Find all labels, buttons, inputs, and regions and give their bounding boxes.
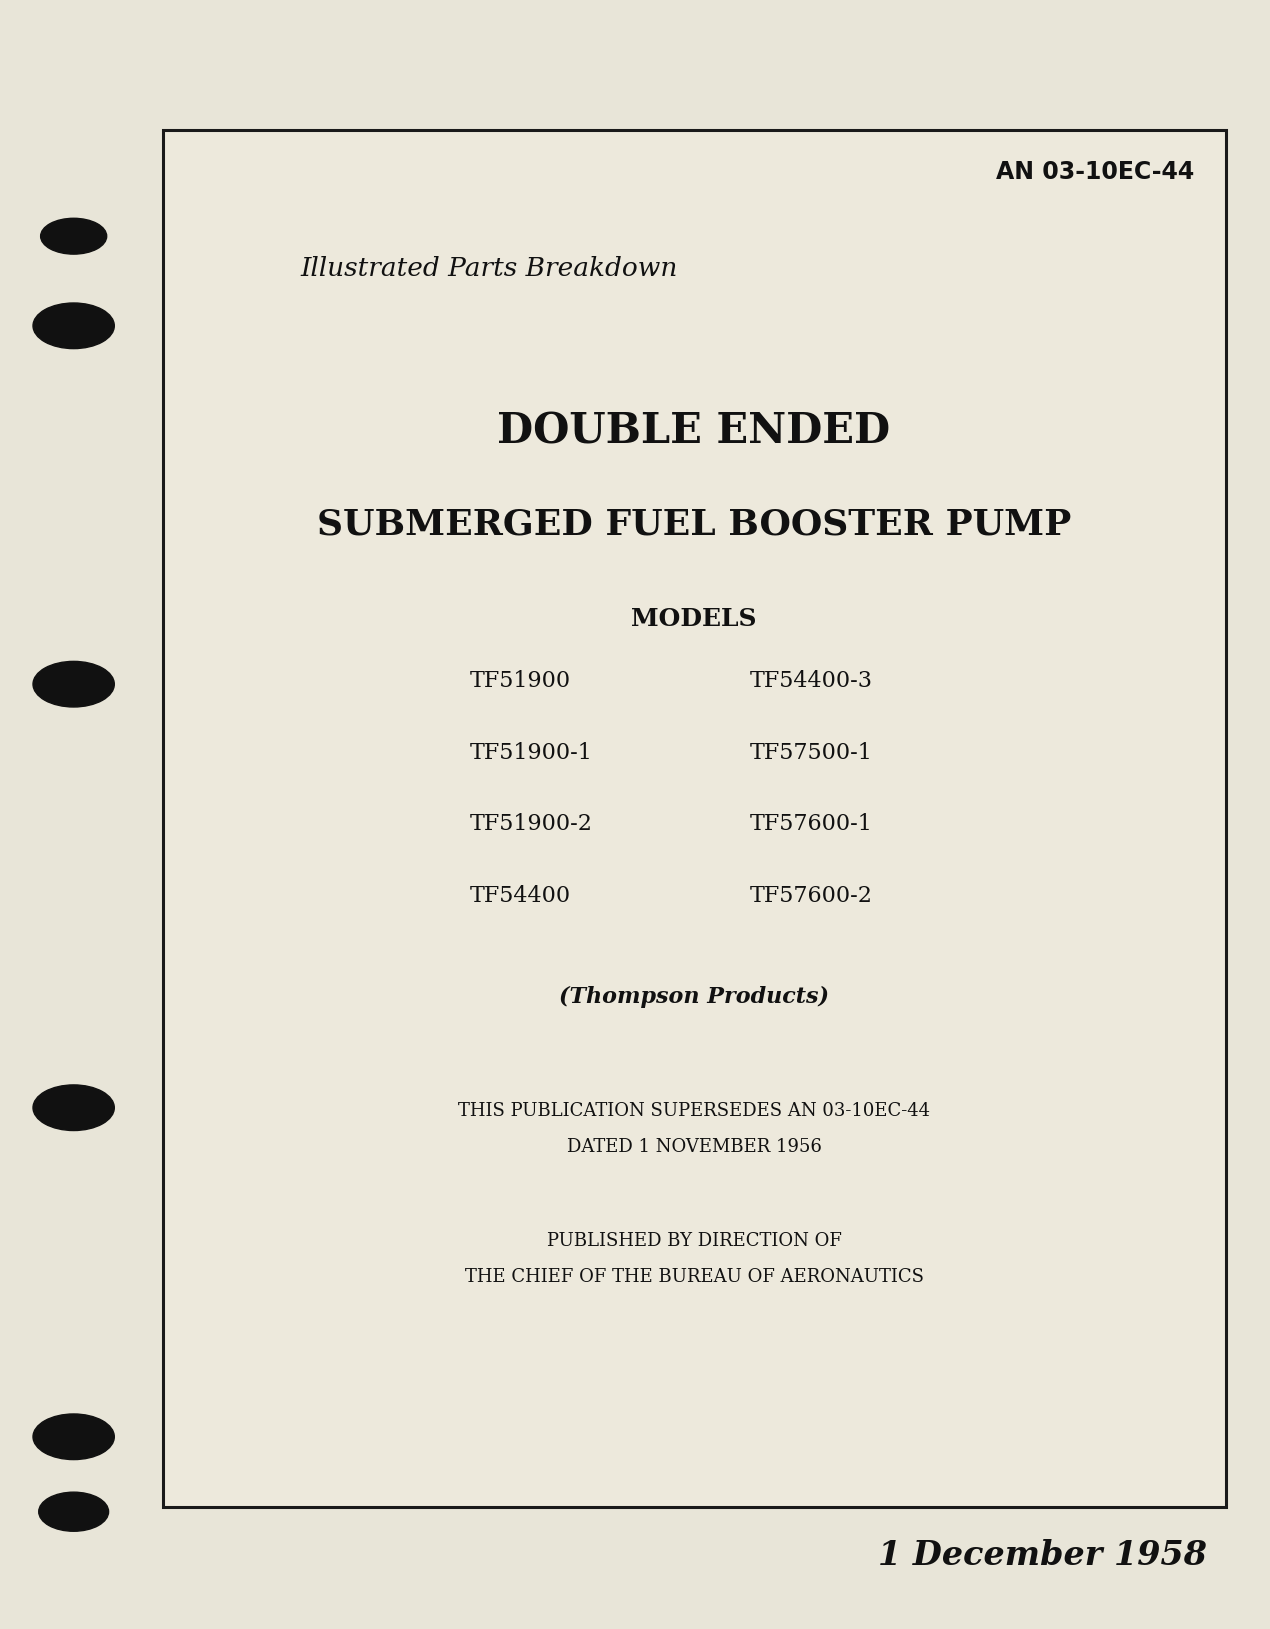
Text: 1 December 1958: 1 December 1958 — [878, 1539, 1206, 1572]
Text: AN 03-10EC-44: AN 03-10EC-44 — [996, 160, 1194, 184]
Text: TF54400-3: TF54400-3 — [749, 670, 872, 692]
Text: DATED 1 NOVEMBER 1956: DATED 1 NOVEMBER 1956 — [566, 1137, 822, 1157]
Text: TF51900-1: TF51900-1 — [470, 741, 593, 764]
Text: DOUBLE ENDED: DOUBLE ENDED — [498, 411, 890, 453]
Text: PUBLISHED BY DIRECTION OF: PUBLISHED BY DIRECTION OF — [546, 1232, 842, 1251]
Text: (Thompson Products): (Thompson Products) — [559, 986, 829, 1008]
Text: TF51900-2: TF51900-2 — [470, 813, 593, 836]
Ellipse shape — [33, 661, 114, 707]
Text: TF57500-1: TF57500-1 — [749, 741, 872, 764]
Text: Illustrated Parts Breakdown: Illustrated Parts Breakdown — [300, 256, 678, 282]
Text: THE CHIEF OF THE BUREAU OF AERONAUTICS: THE CHIEF OF THE BUREAU OF AERONAUTICS — [465, 1267, 923, 1287]
Bar — [163, 130, 1226, 1507]
Text: THIS PUBLICATION SUPERSEDES AN 03-10EC-44: THIS PUBLICATION SUPERSEDES AN 03-10EC-4… — [458, 1101, 930, 1121]
Ellipse shape — [33, 1414, 114, 1460]
Ellipse shape — [33, 303, 114, 349]
Ellipse shape — [39, 1492, 109, 1531]
Text: TF57600-2: TF57600-2 — [749, 885, 872, 907]
Text: MODELS: MODELS — [631, 608, 757, 630]
Text: TF57600-1: TF57600-1 — [749, 813, 872, 836]
Text: SUBMERGED FUEL BOOSTER PUMP: SUBMERGED FUEL BOOSTER PUMP — [318, 508, 1071, 541]
Text: TF54400: TF54400 — [470, 885, 572, 907]
Text: TF51900: TF51900 — [470, 670, 572, 692]
Ellipse shape — [41, 218, 107, 254]
Ellipse shape — [33, 1085, 114, 1131]
